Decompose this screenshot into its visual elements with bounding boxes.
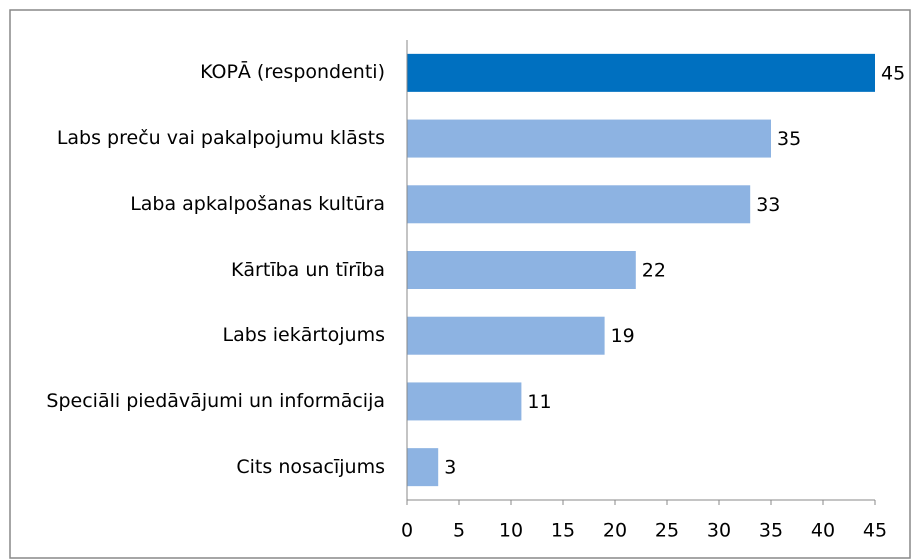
value-label: 11 xyxy=(527,391,551,413)
x-tick-label: 5 xyxy=(453,520,465,542)
category-label: Labs preču vai pakalpojumu klāsts xyxy=(56,127,385,150)
bar xyxy=(407,448,439,487)
value-label: 22 xyxy=(642,260,666,282)
x-tick-label: 0 xyxy=(401,520,413,542)
category-label: Laba apkalpošanas kultūra xyxy=(130,192,385,215)
x-tick-label: 10 xyxy=(499,520,523,542)
x-tick-label: 15 xyxy=(551,520,575,542)
bar xyxy=(407,316,605,355)
value-label: 35 xyxy=(777,128,801,150)
category-label: Labs iekārtojums xyxy=(222,324,385,347)
bar xyxy=(407,382,522,421)
x-tick-label: 25 xyxy=(655,520,679,542)
x-tick-label: 30 xyxy=(707,520,731,542)
bar xyxy=(407,185,751,224)
value-label: 33 xyxy=(756,194,780,216)
value-label: 3 xyxy=(444,457,456,479)
value-label: 19 xyxy=(611,325,635,347)
category-label: Speciāli piedāvājumi un informācija xyxy=(46,389,385,412)
bar xyxy=(407,53,875,92)
bar xyxy=(407,251,636,289)
value-label: 45 xyxy=(881,62,905,84)
category-label: Cits nosacījums xyxy=(236,455,385,478)
x-tick-label: 35 xyxy=(759,520,783,542)
category-label: KOPĀ (respondenti) xyxy=(200,61,385,84)
x-tick-label: 40 xyxy=(811,520,835,542)
x-tick-label: 45 xyxy=(863,520,887,542)
bar xyxy=(407,119,771,158)
x-tick-label: 20 xyxy=(603,520,627,542)
category-label: Kārtība un tīrība xyxy=(230,258,385,281)
